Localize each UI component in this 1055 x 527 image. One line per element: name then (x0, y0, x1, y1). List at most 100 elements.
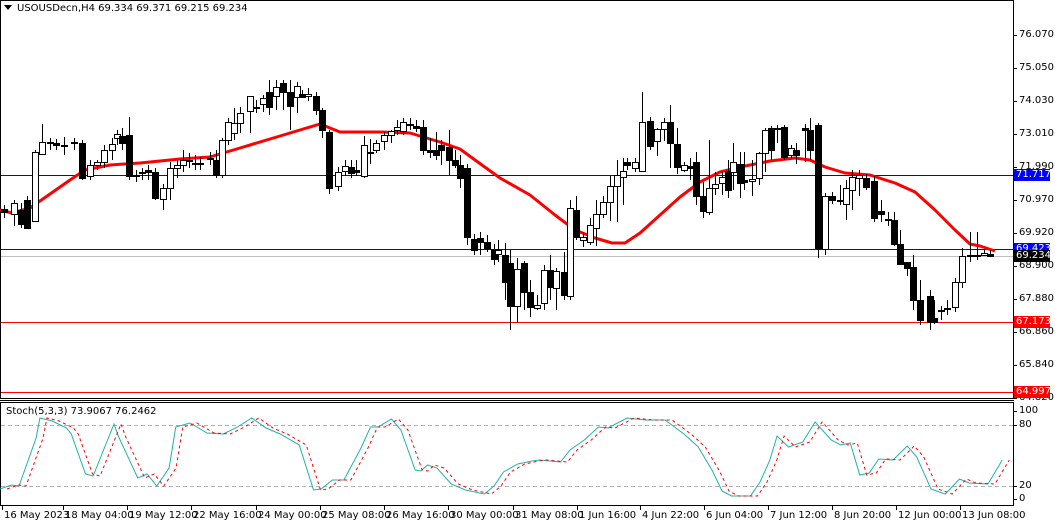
dropdown-triangle-icon[interactable] (4, 5, 12, 10)
bear-candle (667, 122, 674, 144)
bull-candle (587, 225, 594, 243)
bear-candle (910, 267, 917, 301)
time-axis-label: 30 May 00:00 (450, 510, 519, 521)
bear-candle (24, 200, 31, 229)
bear-candle (521, 263, 528, 293)
bear-candle (573, 210, 580, 238)
bull-candle (394, 127, 401, 131)
price-axis-label: 76.070 (1019, 29, 1054, 40)
bull-candle (580, 237, 587, 241)
bull-candle (639, 122, 646, 172)
symbol-ohlc-text: USOUSDecn,H4 69.334 69.371 69.215 69.234 (17, 3, 248, 14)
bull-candle (180, 160, 187, 166)
time-axis-label: 19 May 12:00 (129, 510, 198, 521)
bear-candle (807, 130, 814, 151)
bear-candle (438, 145, 445, 151)
stoch-axis-label: 80 (1019, 419, 1032, 430)
bear-candle (186, 160, 193, 162)
bear-candle (1, 209, 8, 213)
bear-candle (464, 168, 471, 238)
bear-candle (561, 272, 568, 296)
bull-candle (39, 142, 46, 155)
bear-candle (768, 128, 775, 151)
bear-candle (313, 96, 320, 111)
price-axis-label: 65.840 (1019, 359, 1054, 370)
bear-candle (904, 262, 911, 269)
bear-candle (207, 158, 214, 160)
chart-title: USOUSDecn,H4 69.334 69.371 69.215 69.234 (4, 3, 248, 14)
bull-candle (335, 172, 342, 187)
bull-candle (706, 188, 713, 213)
price-axis-label: 68.900 (1019, 260, 1054, 271)
bear-candle (891, 220, 898, 245)
time-axis-label: 8 Jun 20:00 (834, 510, 892, 521)
bear-candle (931, 318, 938, 323)
bear-candle (700, 196, 707, 212)
bear-candle (878, 211, 885, 215)
main-pane-border (0, 0, 1014, 399)
bull-candle (632, 162, 639, 169)
bear-candle (987, 254, 994, 257)
price-axis-label: 74.030 (1019, 95, 1054, 106)
bear-candle (885, 219, 892, 221)
price-axis-label: 73.010 (1019, 128, 1054, 139)
bear-candle (944, 308, 951, 310)
bull-candle (174, 165, 181, 169)
bear-candle (280, 83, 287, 93)
bear-candle (353, 170, 360, 173)
bull-candle (600, 202, 607, 215)
bear-candle (420, 127, 427, 151)
bear-candle (477, 238, 484, 243)
bear-candle (741, 180, 748, 183)
stoch-main-line (0, 417, 1003, 497)
bull-candle (133, 175, 140, 177)
stoch-signal-line (6, 417, 1010, 497)
bull-candle (109, 144, 116, 151)
bull-candle (856, 175, 863, 179)
time-axis-label: 31 May 08:00 (515, 510, 584, 521)
bear-candle (863, 178, 870, 188)
bear-candle (427, 150, 434, 153)
bull-candle (553, 271, 560, 289)
bear-candle (974, 255, 981, 257)
bull-candle (231, 123, 238, 134)
bear-candle (471, 239, 478, 251)
time-axis-label: 6 Jun 04:00 (706, 510, 764, 521)
bear-candle (18, 210, 25, 225)
bear-candle (446, 147, 453, 161)
bear-candle (266, 92, 273, 108)
bull-candle (654, 129, 661, 142)
bull-candle (71, 142, 78, 144)
bear-candle (674, 144, 681, 168)
stoch-axis-label: 100 (1019, 405, 1039, 416)
time-axis-label: 22 May 16:00 (193, 510, 262, 521)
bull-candle (361, 145, 368, 177)
bull-candle (273, 87, 280, 97)
bull-candle (305, 94, 312, 97)
bull-candle (101, 150, 108, 163)
bear-candle (319, 110, 326, 131)
bull-candle (661, 122, 668, 130)
time-axis-label: 26 May 16:00 (386, 510, 455, 521)
bull-candle (495, 250, 502, 255)
bear-candle (527, 292, 534, 308)
bull-candle (32, 152, 39, 222)
moving-average-line (0, 122, 996, 253)
time-axis-label: 13 Jun 08:00 (962, 510, 1026, 521)
bull-candle (681, 165, 688, 171)
bull-candle (342, 166, 349, 172)
bull-candle (959, 256, 966, 283)
bear-candle (781, 127, 788, 158)
bear-candle (484, 242, 491, 249)
price-tag-horizontal-line: 67.173 (1014, 316, 1051, 328)
bear-candle (213, 160, 220, 176)
bear-candle (145, 170, 152, 173)
bear-candle (53, 143, 60, 146)
bull-candle (952, 282, 959, 308)
price-axis-label: 69.920 (1019, 227, 1054, 238)
bull-candle (373, 143, 380, 151)
bull-candle (849, 177, 856, 191)
price-tag-current-bid: 69.234 (1014, 250, 1051, 262)
